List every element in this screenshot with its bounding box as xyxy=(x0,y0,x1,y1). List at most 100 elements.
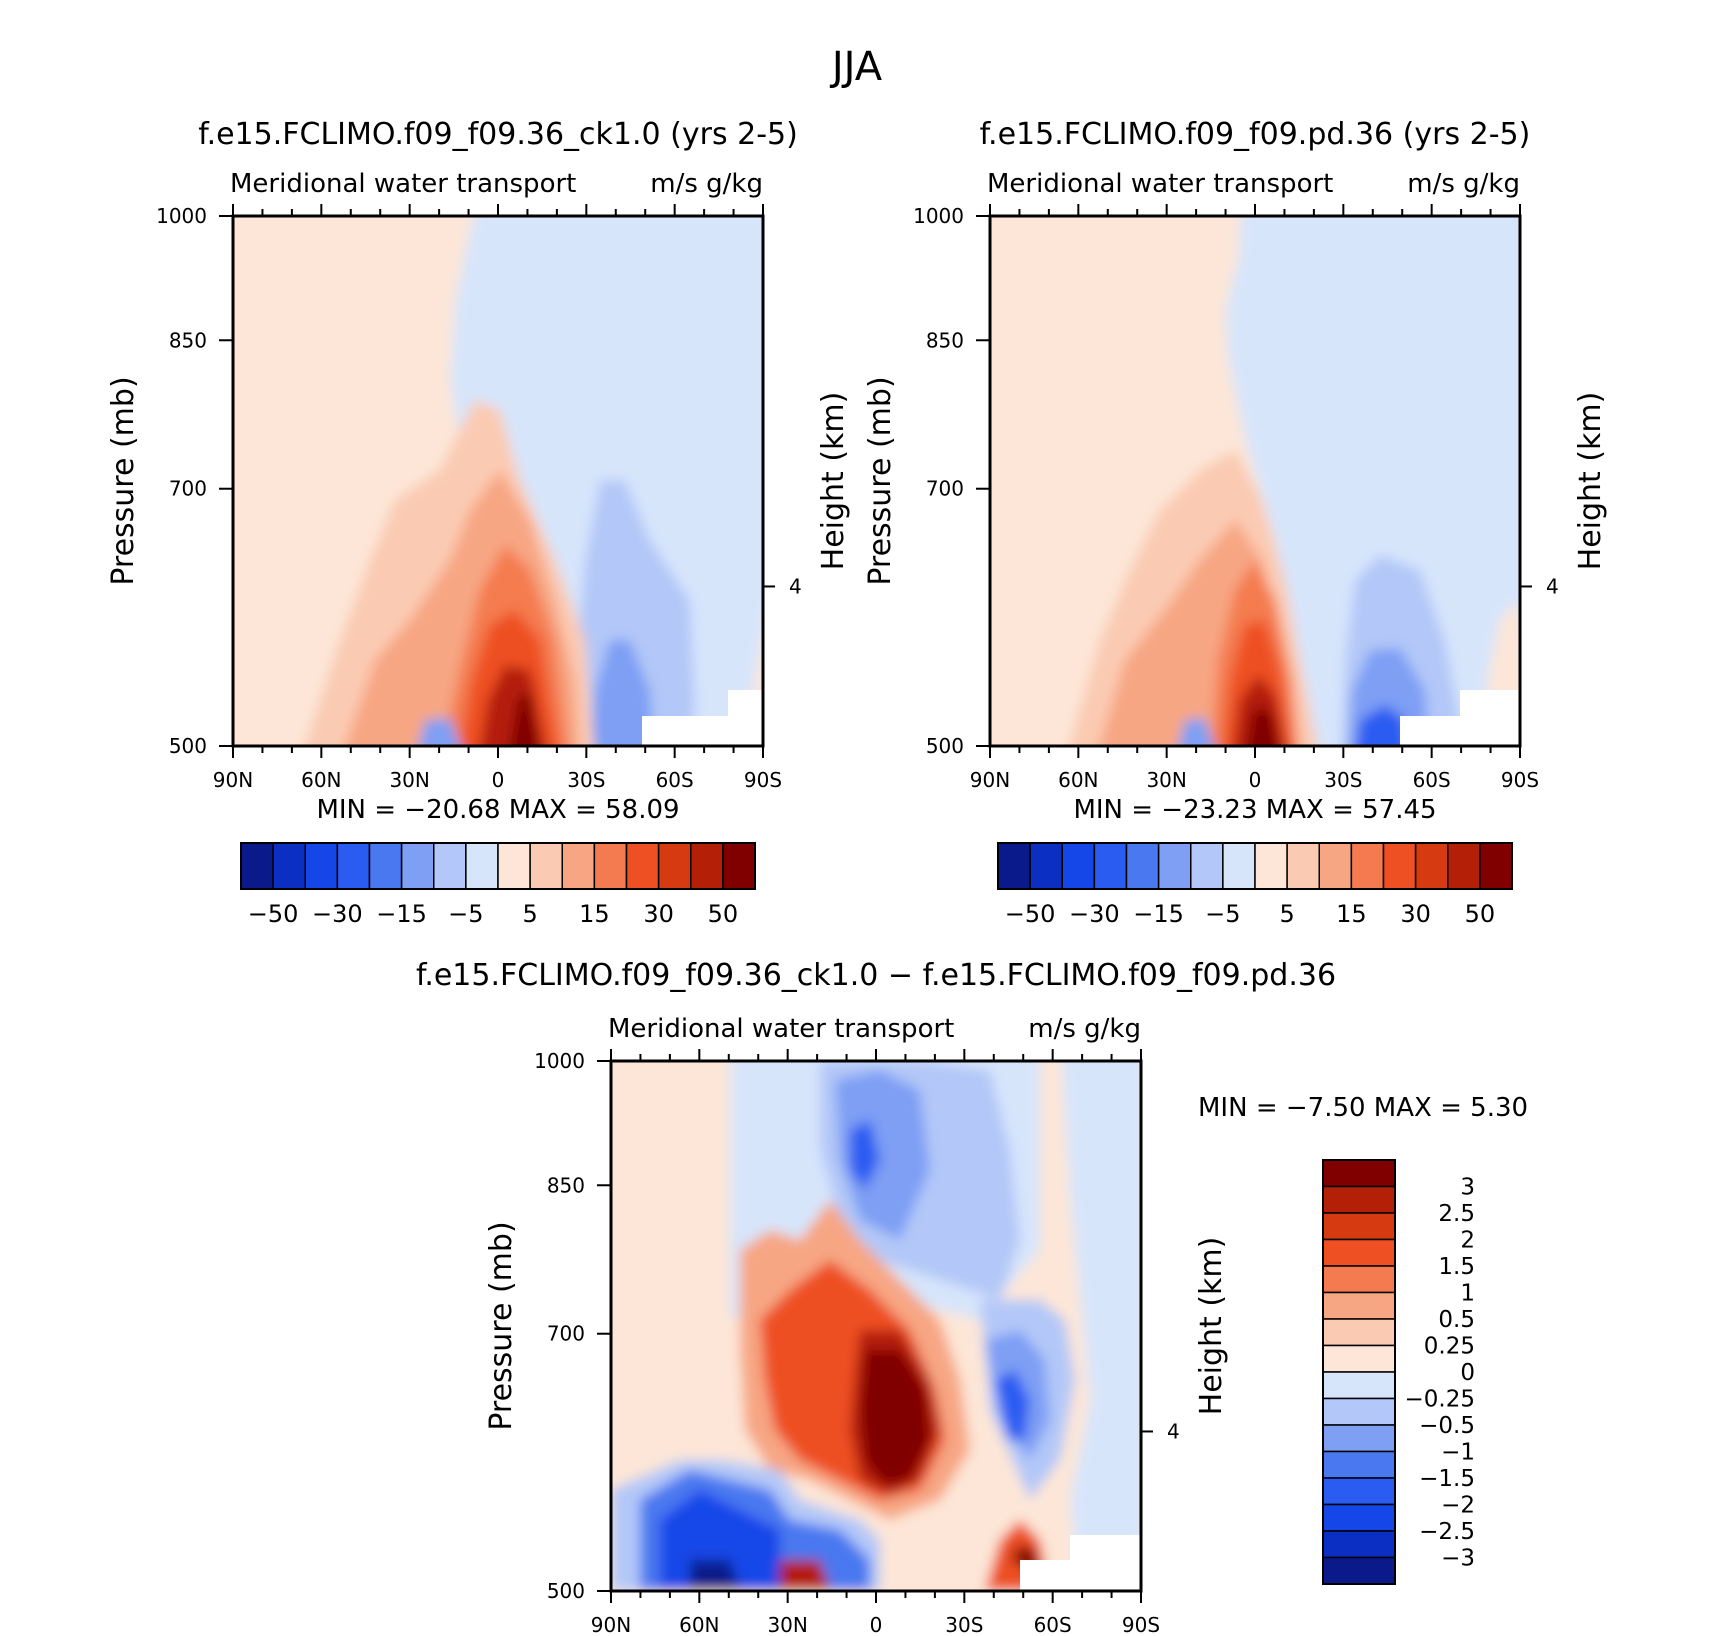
y-tick-label: 700 xyxy=(169,477,207,501)
y-tick-label: 850 xyxy=(169,328,207,352)
panel-c: f.e15.FCLIMO.f09_f09.36_ck1.0 − f.e15.FC… xyxy=(416,958,1528,1636)
colorbar-frame xyxy=(997,842,1513,890)
colorbar-label: 30 xyxy=(643,900,674,928)
colorbar-label: 15 xyxy=(579,900,610,928)
x-tick-label: 90S xyxy=(1501,768,1539,792)
y-right-tick-label: 4 xyxy=(1546,574,1559,598)
panel-a-title: Meridional water transport xyxy=(230,169,576,199)
colorbar-swatch xyxy=(1286,842,1320,890)
colorbar-swatch xyxy=(304,842,339,890)
colorbar-label: −50 xyxy=(1005,900,1056,928)
colorbar-label: 30 xyxy=(1400,900,1431,928)
panel-c-units: m/s g/kg xyxy=(1028,1014,1141,1044)
colorbar-swatch xyxy=(593,842,628,890)
colorbar-label: 1.5 xyxy=(1438,1254,1475,1280)
y-tick-label: 1000 xyxy=(913,204,964,228)
x-tick-label: 0 xyxy=(1249,768,1262,792)
colorbar-swatch xyxy=(1382,842,1417,890)
panel-b-colorbar: −50 −30 −15 −5 5 15 30 50 xyxy=(997,842,1513,928)
x-tick-label: 90S xyxy=(1122,1613,1160,1636)
panel-c-minmax: MIN = −7.50 MAX = 5.30 xyxy=(1198,1093,1528,1123)
colorbar-label: −3 xyxy=(1441,1546,1475,1572)
panel-a-ylabel: Pressure (mb) xyxy=(106,376,141,585)
panel-a: f.e15.FCLIMO.f09_f09.36_ck1.0 (yrs 2-5) … xyxy=(106,117,851,928)
colorbar-swatch xyxy=(1318,842,1353,890)
colorbar-swatch xyxy=(657,842,692,890)
colorbar-label: 0 xyxy=(1460,1360,1475,1386)
colorbar-swatch xyxy=(1322,1424,1396,1453)
colorbar-label: −0.25 xyxy=(1405,1387,1475,1413)
colorbar-label: 1 xyxy=(1460,1281,1475,1307)
panel-a-units: m/s g/kg xyxy=(650,169,763,199)
panel-a-field xyxy=(233,216,763,746)
x-tick-label: 90N xyxy=(970,768,1010,792)
colorbar-label: 2 xyxy=(1460,1228,1475,1254)
panel-b-case-title: f.e15.FCLIMO.f09_f09.pd.36 (yrs 2-5) xyxy=(980,117,1531,152)
x-tick-label: 60S xyxy=(1034,1613,1072,1636)
colorbar-swatch xyxy=(1479,842,1513,890)
x-tick-label: 30S xyxy=(567,768,605,792)
y-tick-label: 500 xyxy=(169,734,207,758)
panel-a-colorbar: −50 −30 −15 −5 5 15 30 50 xyxy=(240,842,756,928)
colorbar-label: −1.5 xyxy=(1419,1466,1475,1492)
colorbar-label: 0.25 xyxy=(1424,1334,1475,1360)
colorbar-swatch xyxy=(400,842,435,890)
panel-b-minmax: MIN = −23.23 MAX = 57.45 xyxy=(1073,795,1436,825)
colorbar-label: −30 xyxy=(1069,900,1120,928)
panel-a-ylabel-right: Height (km) xyxy=(816,392,851,571)
colorbar-swatch xyxy=(1254,842,1288,890)
panel-a-axes: 90N 60N 30N 0 30S 60S 90S 500 700 850 1000 4 xyxy=(156,204,802,792)
y-tick-label: 500 xyxy=(926,734,964,758)
x-tick-label: 60N xyxy=(1058,768,1098,792)
colorbar-label: −1 xyxy=(1441,1440,1475,1466)
x-tick-label: 60N xyxy=(679,1613,719,1636)
colorbar-frame xyxy=(1322,1159,1396,1585)
x-tick-label: 90N xyxy=(591,1613,631,1636)
y-right-tick-label: 4 xyxy=(1167,1419,1180,1443)
colorbar-label: 0.5 xyxy=(1438,1307,1475,1333)
colorbar-swatch xyxy=(1322,1265,1396,1294)
colorbar-label: −5 xyxy=(1205,900,1240,928)
panel-b: f.e15.FCLIMO.f09_f09.pd.36 (yrs 2-5) Mer… xyxy=(863,117,1608,928)
colorbar-swatch xyxy=(336,842,371,890)
x-tick-label: 60S xyxy=(656,768,694,792)
colorbar-swatch xyxy=(1322,1450,1396,1479)
colorbar-swatch xyxy=(1322,1397,1396,1426)
colorbar-swatch xyxy=(1322,1477,1396,1506)
panel-c-ylabel: Pressure (mb) xyxy=(484,1221,519,1430)
colorbar-label: −2.5 xyxy=(1419,1519,1475,1545)
colorbar-label: −5 xyxy=(448,900,483,928)
colorbar-swatch xyxy=(1322,1344,1396,1373)
y-tick-label: 850 xyxy=(547,1173,585,1197)
panel-b-axes: 90N 60N 30N 0 30S 60S 90S 500 700 850 1000 4 xyxy=(913,204,1559,792)
colorbar-label: −50 xyxy=(248,900,299,928)
x-tick-label: 30S xyxy=(945,1613,983,1636)
colorbar-label: −0.5 xyxy=(1419,1413,1475,1439)
colorbar-swatch xyxy=(240,842,274,890)
colorbar-label: 2.5 xyxy=(1438,1201,1475,1227)
colorbar-label: 5 xyxy=(1279,900,1294,928)
colorbar-label: −15 xyxy=(1133,900,1184,928)
colorbar-swatch xyxy=(1322,1238,1396,1267)
x-tick-label: 90S xyxy=(744,768,782,792)
y-tick-label: 1000 xyxy=(534,1049,585,1073)
colorbar-swatch xyxy=(1125,842,1160,890)
figure-title: JJA xyxy=(829,44,883,90)
colorbar-swatch xyxy=(1447,842,1481,890)
panel-a-minmax: MIN = −20.68 MAX = 58.09 xyxy=(316,795,679,825)
y-tick-label: 850 xyxy=(926,328,964,352)
x-tick-label: 30N xyxy=(767,1613,807,1636)
x-tick-label: 0 xyxy=(870,1613,883,1636)
panel-b-title: Meridional water transport xyxy=(987,169,1333,199)
colorbar-swatch xyxy=(1190,842,1224,890)
colorbar-swatch xyxy=(997,842,1031,890)
colorbar-swatch xyxy=(1322,1530,1396,1559)
x-tick-label: 30N xyxy=(1146,768,1186,792)
colorbar-swatch xyxy=(368,842,403,890)
colorbar-swatch xyxy=(1414,842,1449,890)
colorbar-label: 5 xyxy=(522,900,537,928)
colorbar-swatch xyxy=(1322,1159,1396,1188)
colorbar-label: −15 xyxy=(376,900,427,928)
colorbar-label: −2 xyxy=(1441,1493,1475,1519)
y-tick-label: 700 xyxy=(926,477,964,501)
